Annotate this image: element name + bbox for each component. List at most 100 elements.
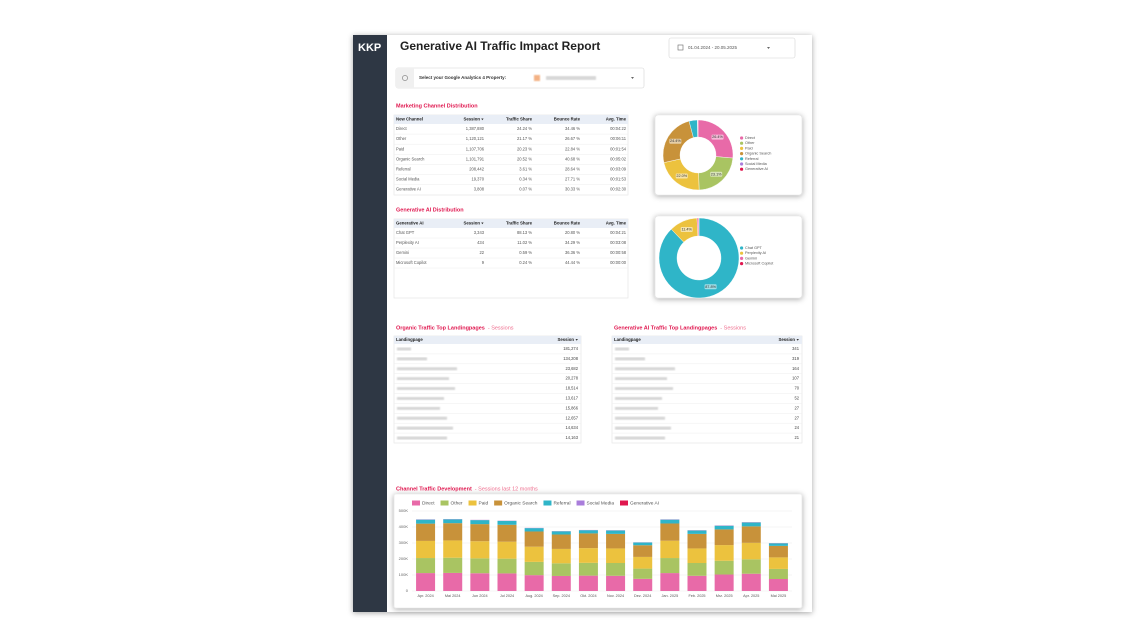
bar-segment	[470, 520, 490, 525]
bar-segment	[714, 525, 734, 530]
date-picker[interactable]	[668, 37, 796, 59]
table-cell: 18,514	[565, 386, 578, 391]
bar-segment	[660, 573, 680, 591]
bar-segment	[606, 563, 626, 576]
column-header: Generative AI	[396, 221, 424, 226]
section-title: Channel Traffic Development	[396, 486, 472, 492]
legend-swatch	[412, 500, 420, 506]
landingpage-blurred	[397, 357, 427, 361]
data-label: 22.0%	[676, 174, 687, 178]
table-cell: 44.44 %	[565, 260, 580, 265]
table-cell: 00:01:54	[610, 146, 627, 151]
table-cell: 22	[479, 250, 484, 255]
table-cell: 134,208	[563, 356, 579, 361]
table-cell: 1,387,880	[466, 126, 485, 131]
data-label: 87.8%	[705, 285, 716, 289]
y-tick-label: 500K	[399, 508, 409, 513]
table-cell: Generative AI	[396, 187, 421, 192]
legend-swatch	[740, 141, 744, 145]
legend-swatch	[740, 256, 744, 260]
bar-segment	[416, 558, 436, 574]
landingpage-blurred	[615, 396, 662, 400]
section-title: Generative AI Traffic Top Landingpages	[614, 325, 717, 331]
bar-segment	[660, 519, 680, 524]
table-cell: 00:05:02	[610, 156, 627, 161]
legend-label: Perplexity AI	[745, 251, 766, 255]
bar-segment	[497, 541, 517, 559]
x-tick-label: Feb. 2025	[688, 594, 705, 598]
data-label-box	[704, 284, 717, 290]
landingpage-blurred	[615, 436, 665, 440]
info-box	[396, 68, 414, 88]
table-cell: 12,657	[565, 415, 578, 420]
table-cell: 14,634	[565, 425, 578, 430]
bar-segment	[524, 531, 544, 547]
table-cell: 23,682	[565, 366, 578, 371]
table-cell: Social Media	[396, 177, 420, 182]
table-cell: 1,101,791	[466, 156, 485, 161]
table-cell: 107	[792, 376, 800, 381]
legend-swatch	[740, 146, 744, 150]
bar-segment	[768, 568, 788, 579]
bar-segment	[578, 533, 598, 549]
bar-segment	[741, 559, 761, 574]
table-cell: 00:04:21	[610, 230, 627, 235]
table-cell: 11.02 %	[517, 240, 532, 245]
legend-swatch	[620, 500, 628, 506]
y-tick-label: 100K	[399, 572, 409, 577]
bar-segment	[714, 529, 734, 546]
table-cell: Other	[396, 136, 407, 141]
table-header	[394, 115, 628, 124]
sort-icon	[575, 339, 578, 341]
table-cell: Paid	[396, 146, 405, 151]
table-cell: 00:06:11	[610, 136, 626, 141]
landingpage-blurred	[615, 367, 675, 371]
table-cell: 21	[794, 435, 799, 440]
legend-label: Organic Search	[504, 500, 538, 506]
bar-segment	[714, 545, 734, 561]
table-cell: Organic Search	[396, 156, 425, 161]
table-cell: 34.29 %	[565, 240, 580, 245]
table-cell: 20.80 %	[565, 230, 580, 235]
table-cell: 20.23 %	[517, 146, 532, 151]
table-cell: 00:00:58	[610, 250, 627, 255]
bar-segment	[768, 543, 788, 546]
bar-segment	[524, 528, 544, 532]
bar-segment	[687, 575, 707, 591]
section-subtitle: - Sessions	[488, 325, 514, 331]
table-cell: 36.36 %	[565, 250, 580, 255]
column-header: Avg. Time	[606, 221, 627, 226]
property-label: Select your Google Analytics 4 Property:	[419, 75, 507, 80]
bar-segment	[497, 520, 517, 525]
x-tick-label: Mai 2024	[445, 594, 461, 598]
legend-swatch	[740, 246, 744, 250]
bar-segment	[578, 530, 598, 534]
x-tick-label: Jan. 2025	[662, 594, 679, 598]
property-value-blurred	[546, 76, 596, 80]
table-cell: 27.71 %	[565, 177, 580, 182]
bar-segment	[660, 558, 680, 574]
table-cell: 319	[792, 356, 800, 361]
table-cell: 14,163	[565, 435, 578, 440]
table-cell: 181,274	[563, 346, 579, 351]
table-cell: 13,617	[565, 396, 578, 401]
table-cell: 40.68 %	[565, 156, 580, 161]
data-label-box	[710, 171, 723, 177]
y-tick-label: 300K	[399, 540, 409, 545]
bar-segment	[741, 526, 761, 543]
table-cell: 00:02:30	[610, 187, 627, 192]
legend-swatch	[740, 262, 744, 266]
column-header: Traffic Share	[506, 117, 533, 122]
legend-label: Chat GPT	[745, 246, 763, 250]
bar-segment	[470, 524, 490, 542]
bar-segment	[606, 530, 626, 534]
table-cell: 27	[794, 405, 799, 410]
section-title: Organic Traffic Top Landingpages	[396, 325, 485, 331]
x-tick-label: Apr. 2024	[417, 594, 433, 598]
landingpage-blurred	[397, 406, 440, 410]
x-tick-label: Okt. 2024	[580, 594, 596, 598]
data-label: 26.4%	[712, 135, 723, 139]
legend-label: Social Media	[745, 162, 768, 166]
table-cell: 21.17 %	[517, 136, 532, 141]
legend-label: Generative AI	[630, 500, 659, 506]
